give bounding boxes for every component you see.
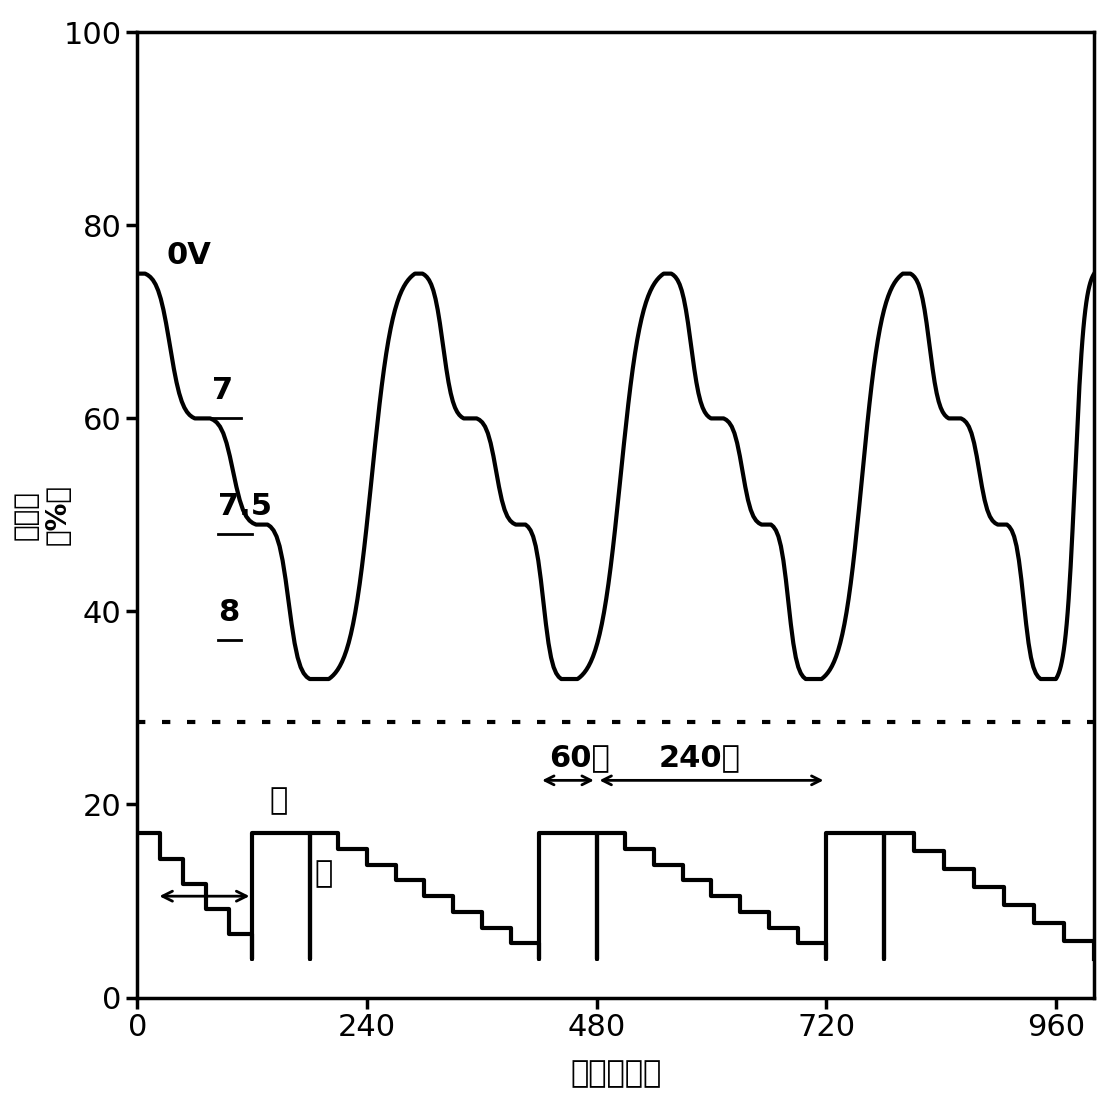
Text: 关: 关 [270, 786, 288, 815]
Text: 开: 开 [314, 858, 332, 887]
Text: 7.5: 7.5 [217, 492, 272, 521]
Text: 透射率
（%）: 透射率 （%） [11, 485, 72, 546]
Text: 60秒: 60秒 [549, 743, 610, 772]
Text: 8: 8 [217, 598, 239, 627]
X-axis label: 时间（秒）: 时间（秒） [570, 1059, 661, 1088]
Text: 0V: 0V [166, 241, 211, 269]
Text: 240秒: 240秒 [659, 743, 740, 772]
Text: 7: 7 [212, 376, 233, 405]
